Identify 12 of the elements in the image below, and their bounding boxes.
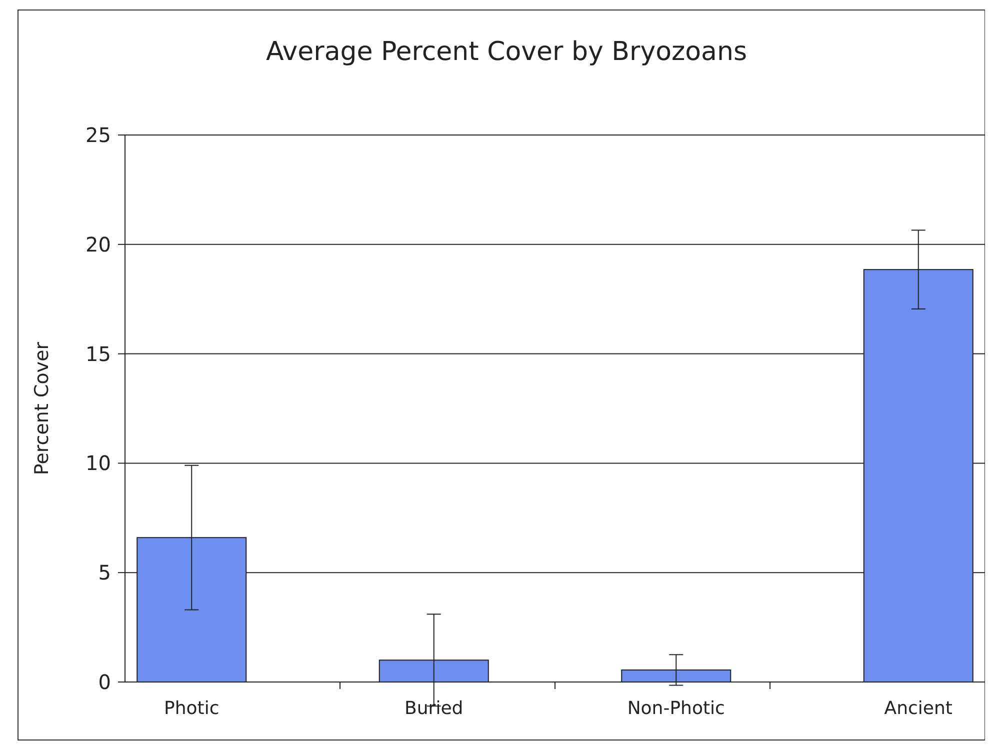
y-tick-label: 5 [98, 560, 111, 585]
y-tick-label: 20 [86, 232, 111, 256]
y-tick-label: 10 [86, 451, 111, 476]
chart-title: Average Percent Cover by Bryozoans [266, 37, 748, 67]
y-tick-label: 25 [86, 123, 111, 147]
x-tick-label: Non-Photic [627, 698, 725, 719]
x-tick-label: Ancient [884, 698, 952, 719]
y-tick-label: 15 [86, 342, 111, 366]
x-tick-label: Buried [404, 698, 464, 719]
x-tick-label: Photic [164, 698, 220, 719]
y-axis-title: Percent Cover [31, 342, 53, 476]
y-tick-label: 0 [98, 670, 111, 694]
